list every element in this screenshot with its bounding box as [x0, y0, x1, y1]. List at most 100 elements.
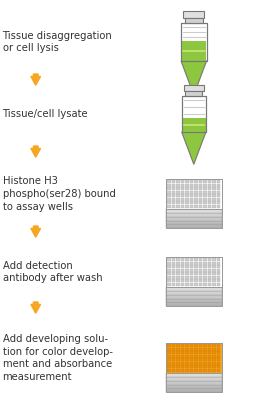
Bar: [184, 262, 188, 265]
Bar: [207, 279, 211, 282]
Bar: [207, 355, 211, 358]
Bar: [176, 180, 179, 183]
Text: Tissue/cell lysate: Tissue/cell lysate: [3, 109, 88, 119]
Bar: [193, 269, 197, 272]
Bar: [193, 201, 197, 204]
Bar: [180, 276, 184, 279]
Bar: [176, 187, 179, 190]
Bar: [211, 194, 215, 197]
Bar: [202, 276, 206, 279]
Bar: [202, 198, 206, 201]
Bar: [171, 194, 175, 197]
Bar: [166, 369, 170, 372]
Bar: [171, 265, 175, 268]
Bar: [176, 348, 179, 351]
Bar: [171, 276, 175, 279]
Bar: [198, 194, 202, 197]
Bar: [184, 283, 188, 286]
Bar: [193, 258, 197, 261]
Bar: [202, 358, 206, 361]
Bar: [166, 184, 170, 187]
Bar: [216, 276, 220, 279]
Bar: [193, 344, 197, 347]
Bar: [211, 198, 215, 201]
Bar: [180, 272, 184, 275]
Bar: [166, 269, 170, 272]
Bar: [207, 194, 211, 197]
Bar: [198, 344, 202, 347]
Bar: [202, 184, 206, 187]
Bar: [207, 191, 211, 194]
Bar: [198, 283, 202, 286]
Bar: [211, 184, 215, 187]
Bar: [166, 276, 170, 279]
Bar: [202, 265, 206, 268]
Bar: [180, 187, 184, 190]
FancyArrow shape: [31, 146, 40, 157]
Bar: [165, 257, 221, 287]
Bar: [171, 272, 175, 275]
Bar: [198, 258, 202, 261]
Bar: [193, 362, 197, 365]
Bar: [176, 344, 179, 347]
Bar: [207, 272, 211, 275]
Bar: [202, 269, 206, 272]
Bar: [171, 258, 175, 261]
Bar: [202, 348, 206, 351]
Bar: [189, 279, 193, 282]
Bar: [176, 269, 179, 272]
Bar: [207, 276, 211, 279]
Bar: [207, 351, 211, 354]
Bar: [165, 224, 221, 228]
Bar: [211, 272, 215, 275]
Bar: [184, 258, 188, 261]
Bar: [184, 279, 188, 282]
Bar: [176, 283, 179, 286]
Bar: [193, 194, 197, 197]
Bar: [176, 205, 179, 208]
Bar: [207, 205, 211, 208]
Bar: [184, 355, 188, 358]
Bar: [216, 262, 220, 265]
Bar: [171, 351, 175, 354]
Bar: [166, 348, 170, 351]
Bar: [180, 369, 184, 372]
Bar: [202, 351, 206, 354]
Bar: [180, 358, 184, 361]
Bar: [216, 362, 220, 365]
Bar: [202, 194, 206, 197]
Bar: [184, 265, 188, 268]
Bar: [171, 283, 175, 286]
Bar: [165, 179, 221, 209]
FancyArrow shape: [31, 302, 40, 313]
Bar: [171, 269, 175, 272]
Bar: [207, 258, 211, 261]
Bar: [166, 265, 170, 268]
Bar: [216, 198, 220, 201]
Bar: [193, 205, 197, 208]
Bar: [193, 272, 197, 275]
Bar: [216, 344, 220, 347]
Bar: [211, 351, 215, 354]
Bar: [166, 365, 170, 368]
Bar: [211, 365, 215, 368]
Bar: [211, 283, 215, 286]
Bar: [211, 369, 215, 372]
Bar: [171, 201, 175, 204]
Bar: [207, 269, 211, 272]
Bar: [180, 269, 184, 272]
Bar: [166, 262, 170, 265]
Bar: [171, 184, 175, 187]
Bar: [193, 358, 197, 361]
Bar: [189, 205, 193, 208]
Bar: [216, 355, 220, 358]
Bar: [193, 369, 197, 372]
Bar: [165, 213, 221, 217]
Bar: [183, 11, 203, 18]
Bar: [189, 184, 193, 187]
Bar: [198, 362, 202, 365]
Bar: [202, 365, 206, 368]
Bar: [185, 91, 201, 96]
Bar: [189, 358, 193, 361]
Bar: [198, 198, 202, 201]
